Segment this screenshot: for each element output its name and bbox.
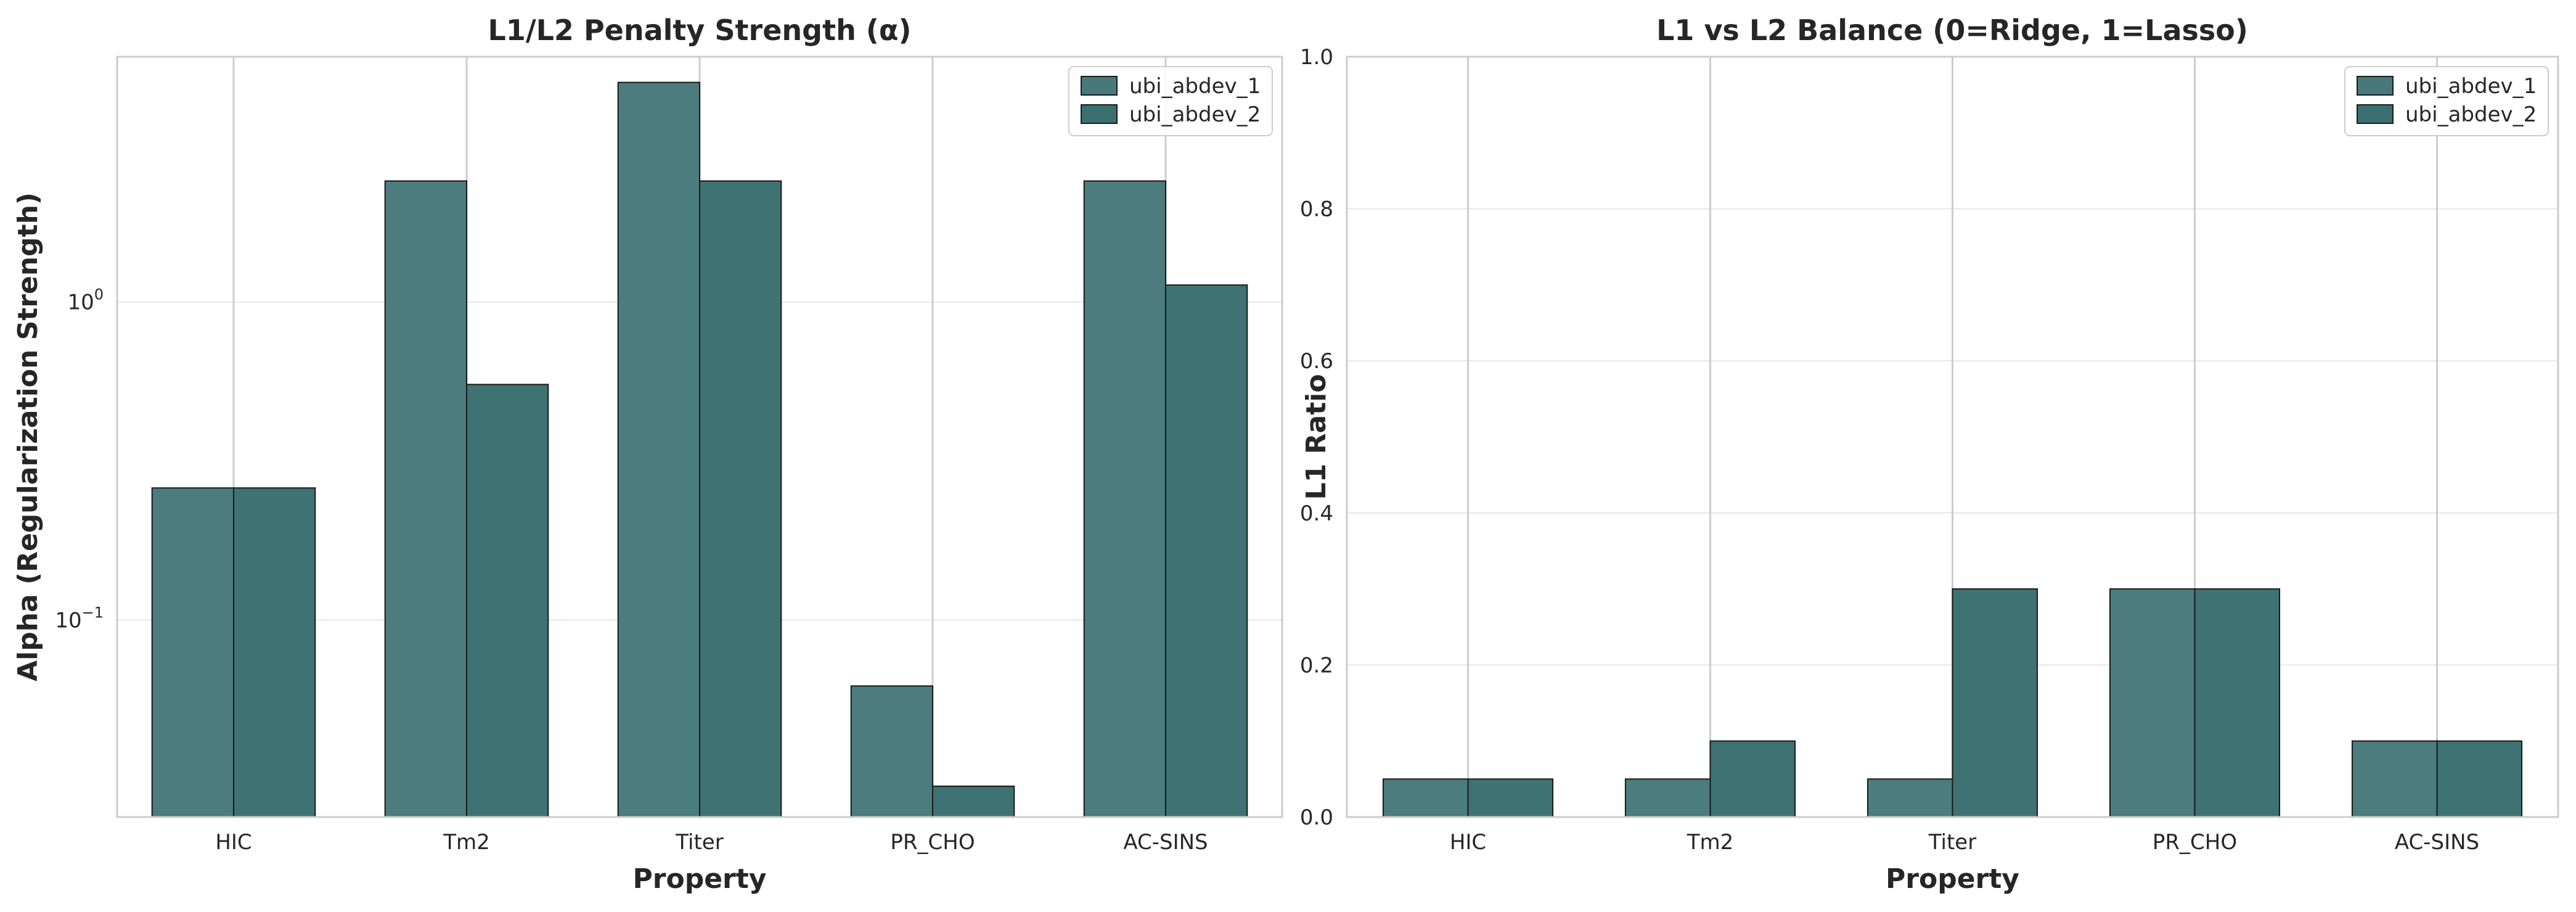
y-tick-label: 0.4 (1300, 501, 1333, 526)
y-tick-label: 0.0 (1300, 805, 1333, 830)
bar-ubi_abdev_2-PR_CHO (932, 786, 1015, 818)
x-tick-label: Tm2 (1687, 830, 1734, 855)
bar-ubi_abdev_1-HIC (151, 487, 234, 818)
y-tick-label: 100 (67, 286, 104, 315)
legend-swatch-ubi_abdev_2 (1081, 104, 1118, 124)
y-tick-label: 0.8 (1300, 197, 1333, 222)
x-tick-label: PR_CHO (2153, 830, 2237, 855)
bar-ubi_abdev_2-Titer (699, 180, 782, 818)
y-axis-label: L1 Ratio (1301, 374, 1332, 500)
y-axis-label: Alpha (Regularization Strength) (12, 192, 44, 681)
y-tick-exponent: 0 (94, 286, 104, 303)
y-tick-label: 1.0 (1300, 45, 1333, 70)
x-tick-label: Titer (675, 830, 723, 855)
legend-swatch-ubi_abdev_2 (2357, 104, 2394, 124)
x-axis-label: Property (1886, 863, 2019, 895)
bar-ubi_abdev_1-HIC (1382, 778, 1469, 818)
x-tick-label: PR_CHO (890, 830, 975, 855)
bar-ubi_abdev_2-HIC (1467, 778, 1554, 818)
chart-2: HIC Tm2 Titer PR_CHO AC-SINS 0.0 0.2 0.4 0.6 0.8 1… (1300, 14, 2559, 895)
bar-ubi_abdev_1-PR_CHO (2109, 588, 2196, 818)
y-tick-label: 10−1 (55, 604, 104, 633)
bar-ubi_abdev_1-Titer (1867, 778, 1953, 818)
x-axis-label: Property (633, 863, 767, 895)
legend-label: ubi_abdev_2 (2405, 102, 2537, 127)
legend-label: ubi_abdev_2 (1129, 102, 1261, 127)
legend: ubi_abdev_1 ubi_abdev_2 (1068, 66, 1273, 136)
legend-label: ubi_abdev_1 (1129, 74, 1261, 99)
chart-title: L1/L2 Penalty Strength (α) (488, 14, 912, 47)
bar-ubi_abdev_2-AC-SINS (2436, 740, 2523, 818)
bar-ubi_abdev_1-Tm2 (1624, 778, 1711, 818)
legend-swatch-ubi_abdev_1 (1081, 76, 1118, 96)
y-tick-label: 0.2 (1300, 653, 1333, 678)
bar-ubi_abdev_1-PR_CHO (850, 685, 933, 818)
x-tick-label: Tm2 (443, 830, 490, 855)
x-tick-label: HIC (1450, 830, 1486, 855)
bar-ubi_abdev_2-Titer (1952, 588, 2038, 818)
legend-label: ubi_abdev_1 (2405, 74, 2537, 99)
y-tick-label: 0.6 (1300, 349, 1333, 374)
plot-frame (116, 55, 1283, 818)
bar-ubi_abdev_2-Tm2 (466, 384, 549, 818)
bar-ubi_abdev_2-AC-SINS (1165, 284, 1248, 818)
y-tick-exponent: −1 (82, 604, 104, 621)
x-tick-label: Titer (1928, 830, 1976, 855)
bar-ubi_abdev_2-PR_CHO (2194, 588, 2281, 818)
bar-ubi_abdev_1-Titer (617, 81, 701, 818)
bar-ubi_abdev_1-Tm2 (384, 180, 468, 818)
x-tick-label: AC-SINS (2395, 830, 2479, 855)
bar-ubi_abdev_2-HIC (233, 487, 316, 818)
legend-frame (2344, 66, 2549, 136)
legend: ubi_abdev_1 ubi_abdev_2 (2344, 66, 2549, 136)
x-tick-label: HIC (215, 830, 251, 855)
plot-frame (1346, 55, 2559, 818)
y-tick-base: 10 (67, 290, 94, 315)
x-tick-label: AC-SINS (1123, 830, 1208, 855)
bar-ubi_abdev_1-AC-SINS (2351, 740, 2438, 818)
y-tick-base: 10 (55, 608, 81, 633)
legend-swatch-ubi_abdev_1 (2357, 76, 2394, 96)
bar-ubi_abdev_2-Tm2 (1709, 740, 1796, 818)
bar-ubi_abdev_1-AC-SINS (1083, 180, 1166, 818)
legend-frame (1068, 66, 1273, 136)
chart-title: L1 vs L2 Balance (0=Ridge, 1=Lasso) (1656, 14, 2248, 47)
